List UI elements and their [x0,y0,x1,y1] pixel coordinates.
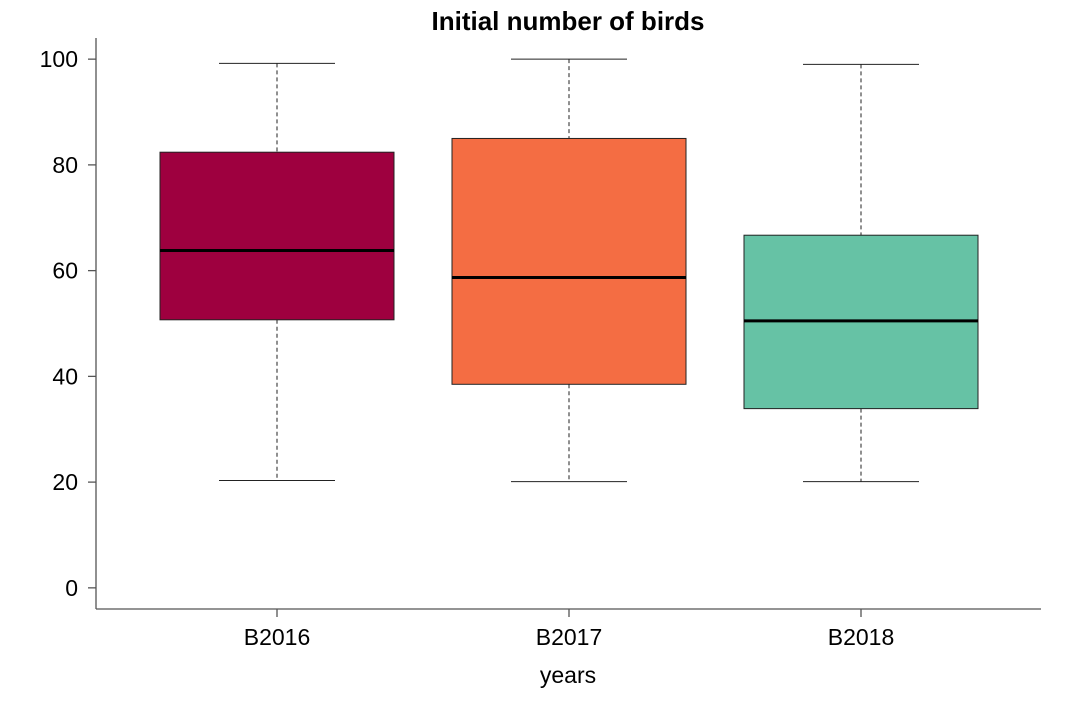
x-tick-label: B2017 [536,624,603,650]
box-B2016 [159,62,395,482]
y-tick-label: 80 [52,152,78,178]
iqr-box [159,151,395,321]
y-tick-label: 20 [52,469,78,495]
y-tick-label: 40 [52,363,78,389]
plot-area [159,58,979,483]
y-tick-label: 60 [52,258,78,284]
box-B2018 [743,63,979,483]
x-axis-label: years [540,662,596,688]
x-tick-label: B2016 [244,624,311,650]
chart-title: Initial number of birds [431,6,704,36]
iqr-box [451,137,687,385]
axes: 0 20 40 60 80 100 B2016 B2017 B2018 [40,38,1041,650]
y-tick-label: 100 [40,46,78,72]
x-tick-label: B2018 [828,624,895,650]
y-tick-label: 0 [65,575,78,601]
box-B2017 [451,58,687,483]
